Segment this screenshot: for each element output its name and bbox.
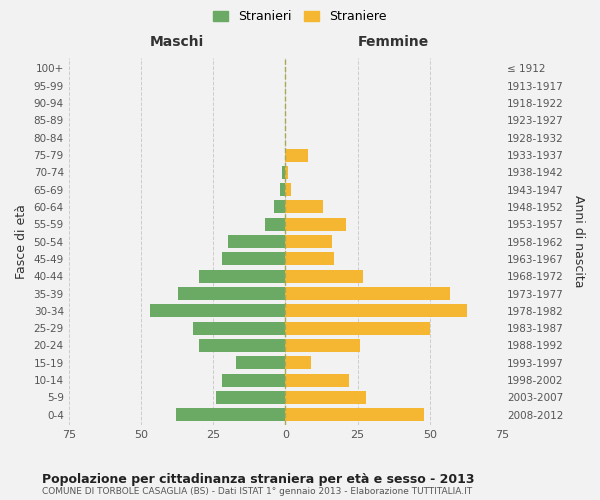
Bar [199, 270, 286, 282]
Bar [227, 235, 286, 248]
Bar [176, 408, 286, 421]
Bar [286, 200, 323, 213]
Y-axis label: Fasce di età: Fasce di età [15, 204, 28, 279]
Bar [286, 356, 311, 370]
Bar [286, 183, 291, 196]
Bar [286, 166, 288, 179]
Bar [178, 287, 286, 300]
Legend: Stranieri, Straniere: Stranieri, Straniere [209, 6, 391, 26]
Bar [265, 218, 286, 231]
Bar [286, 322, 430, 334]
Bar [286, 408, 424, 421]
Bar [236, 356, 286, 370]
Bar [274, 200, 286, 213]
Bar [199, 339, 286, 352]
Bar [149, 304, 286, 318]
Bar [283, 166, 286, 179]
Bar [286, 252, 334, 266]
Text: Popolazione per cittadinanza straniera per età e sesso - 2013: Popolazione per cittadinanza straniera p… [42, 472, 475, 486]
Bar [286, 339, 361, 352]
Text: COMUNE DI TORBOLE CASAGLIA (BS) - Dati ISTAT 1° gennaio 2013 - Elaborazione TUTT: COMUNE DI TORBOLE CASAGLIA (BS) - Dati I… [42, 488, 472, 496]
Bar [280, 183, 286, 196]
Bar [286, 287, 450, 300]
Text: Femmine: Femmine [358, 36, 430, 50]
Bar [286, 270, 364, 282]
Bar [286, 304, 467, 318]
Bar [222, 374, 286, 386]
Bar [216, 391, 286, 404]
Bar [286, 148, 308, 162]
Bar [286, 374, 349, 386]
Bar [286, 391, 366, 404]
Bar [286, 218, 346, 231]
Y-axis label: Anni di nascita: Anni di nascita [572, 196, 585, 288]
Text: Maschi: Maschi [150, 36, 204, 50]
Bar [222, 252, 286, 266]
Bar [193, 322, 286, 334]
Bar [286, 235, 332, 248]
